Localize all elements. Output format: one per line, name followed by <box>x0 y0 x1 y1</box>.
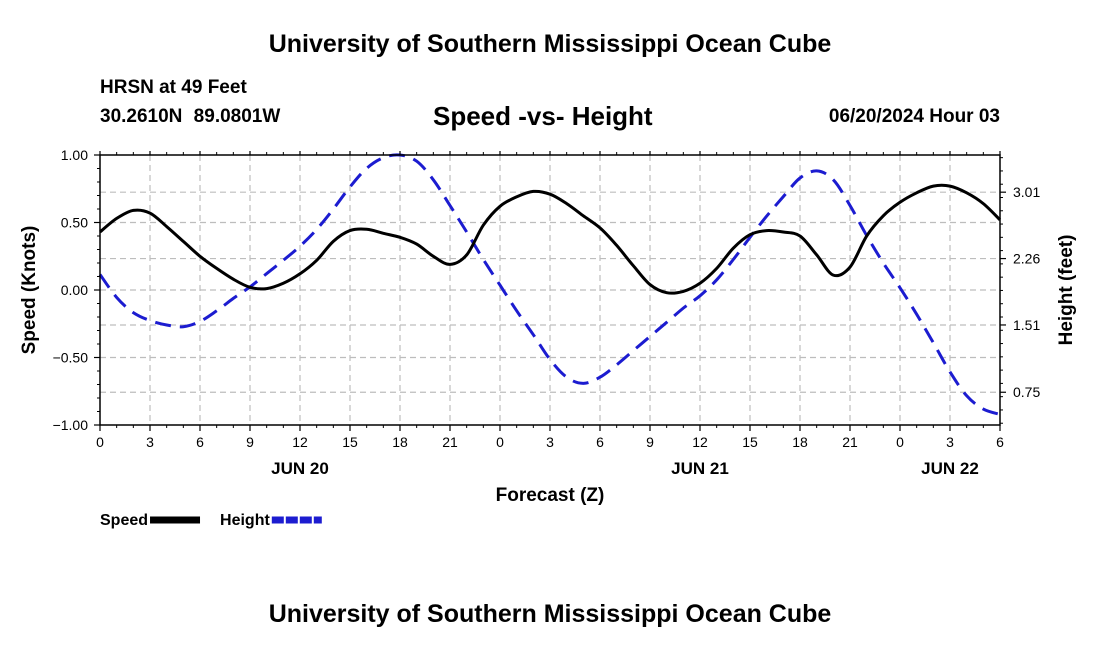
x-tick-label: 6 <box>596 434 604 450</box>
x-tick-label: 15 <box>742 434 758 450</box>
x-tick-label: 15 <box>342 434 358 450</box>
y-axis-label: Speed (Knots) <box>19 226 40 355</box>
chart-title: Speed -vs- Height <box>433 101 653 131</box>
y2-tick-label: 0.75 <box>1013 384 1040 400</box>
grid-lines <box>100 155 1000 425</box>
coordinates-label: 30.2610N 89.0801W <box>100 106 281 127</box>
x-axis-label: Forecast (Z) <box>496 485 605 506</box>
x-tick-label: 3 <box>146 434 154 450</box>
footer-title: University of Southern Mississippi Ocean… <box>268 600 832 628</box>
x-tick-label: 6 <box>196 434 204 450</box>
legend-label: Height <box>220 512 270 529</box>
x-tick-label: 18 <box>792 434 808 450</box>
y-tick-label: −0.50 <box>53 350 89 366</box>
legend: Speed Height <box>100 512 322 529</box>
series-line-speed <box>99 183 1002 295</box>
axis-ticks: 0 3 6 9 12 15 18 21 0 3 6 9 12 15 18 21 0 3 6 −1.00 −0.50 0.0… <box>53 147 1041 450</box>
y2-axis-label: Height (feet) <box>1056 235 1077 346</box>
y-tick-label: 0.00 <box>61 282 88 298</box>
x-tick-label: 21 <box>442 434 458 450</box>
legend-label: Speed <box>100 512 148 529</box>
axis-labels: JUN 20 JUN 21 JUN 22 Forecast (Z) Speed (Kno… <box>19 226 1077 506</box>
day-label: JUN 20 <box>271 459 329 478</box>
x-tick-label: 0 <box>96 434 104 450</box>
x-tick-label: 12 <box>292 434 308 450</box>
y2-tick-label: 2.26 <box>1013 251 1040 267</box>
x-tick-label: 9 <box>246 434 254 450</box>
y-tick-label: 0.50 <box>61 215 88 231</box>
y-tick-label: −1.00 <box>53 417 89 433</box>
x-tick-label: 21 <box>842 434 858 450</box>
x-tick-label: 3 <box>946 434 954 450</box>
y2-tick-label: 3.01 <box>1013 184 1040 200</box>
x-tick-label: 18 <box>392 434 408 450</box>
station-label: HRSN at 49 Feet <box>100 77 247 98</box>
x-tick-label: 6 <box>996 434 1004 450</box>
x-tick-label: 3 <box>546 434 554 450</box>
x-tick-label: 0 <box>896 434 904 450</box>
y2-tick-label: 1.51 <box>1013 317 1040 333</box>
day-label: JUN 21 <box>671 459 729 478</box>
plot-series <box>98 153 1002 416</box>
x-tick-label: 0 <box>496 434 504 450</box>
page-title: University of Southern Mississippi Ocean… <box>268 30 832 58</box>
datetime-label: 06/20/2024 Hour 03 <box>828 106 1000 127</box>
day-label: JUN 22 <box>921 459 979 478</box>
y-tick-label: 1.00 <box>61 147 88 163</box>
x-tick-label: 12 <box>692 434 708 450</box>
x-tick-label: 9 <box>646 434 654 450</box>
